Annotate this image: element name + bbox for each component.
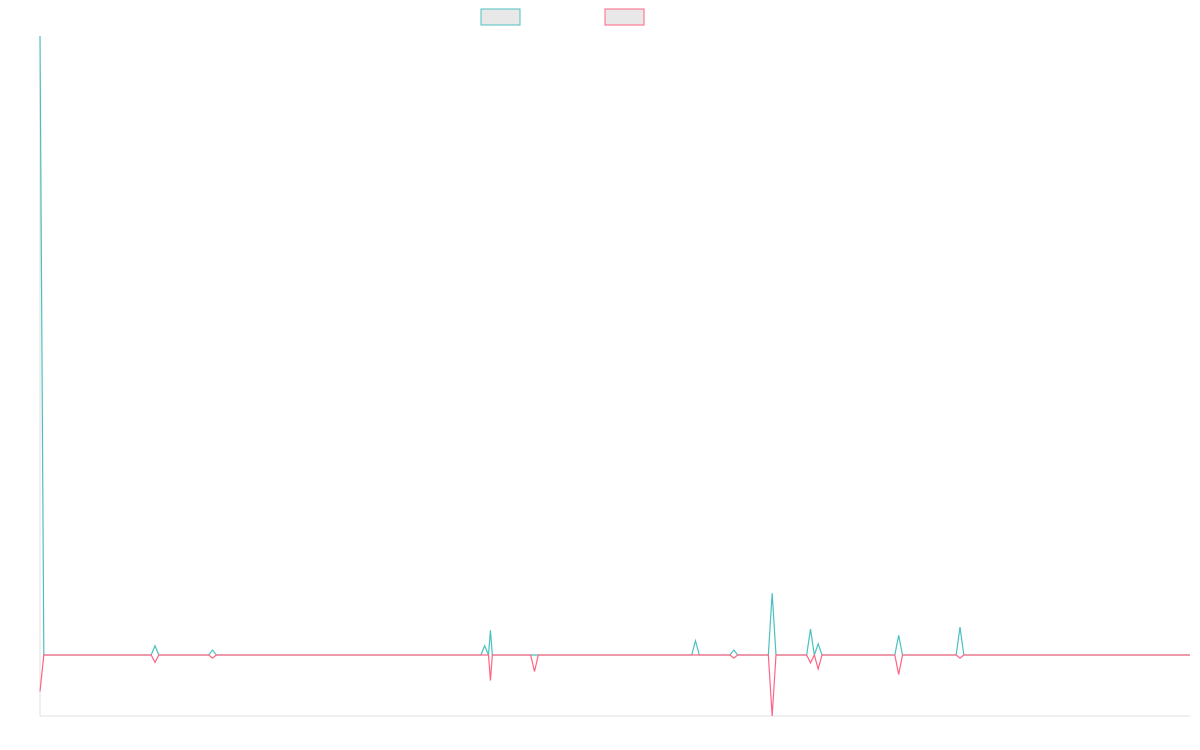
legend-swatch-1[interactable] (480, 8, 521, 26)
legend-swatch-2[interactable] (604, 8, 645, 26)
chart-series-group (39, 35, 1190, 717)
chart-axes (39, 36, 1190, 717)
chart-legend (480, 8, 645, 26)
series-line-2 (39, 653, 1190, 717)
series-line-1 (39, 35, 1190, 656)
